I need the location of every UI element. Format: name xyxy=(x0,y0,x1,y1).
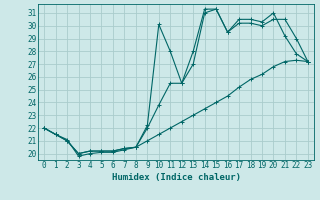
X-axis label: Humidex (Indice chaleur): Humidex (Indice chaleur) xyxy=(111,173,241,182)
